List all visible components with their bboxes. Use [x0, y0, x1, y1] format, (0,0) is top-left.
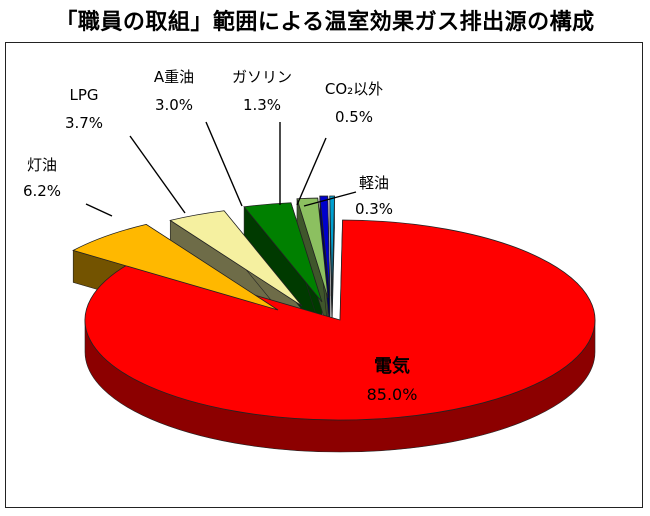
leader-line-6	[303, 191, 357, 207]
leader-line-5	[296, 137, 327, 206]
slice-label-1: 灯油	[27, 156, 57, 174]
slice-percent-4: 1.3%	[243, 96, 281, 114]
slice-percent-0: 85.0%	[367, 385, 418, 404]
slice-percent-2: 3.7%	[65, 114, 103, 132]
leader-line-2	[129, 135, 186, 214]
leader-line-3	[205, 121, 243, 207]
pie-slice-1	[72, 223, 279, 311]
leader-lines	[85, 121, 357, 217]
slice-label-2: LPG	[69, 86, 98, 104]
slice-label-4: ガソリン	[232, 68, 292, 86]
slice-label-0: 電気	[374, 355, 410, 377]
slice-label-6: 軽油	[359, 174, 389, 192]
slice-percent-6: 0.3%	[355, 200, 393, 218]
pie-slice-3	[243, 202, 323, 303]
slice-percent-3: 3.0%	[155, 96, 193, 114]
pie-tops	[72, 195, 596, 421]
slice-percent-1: 6.2%	[23, 182, 61, 200]
pie-slice-5	[319, 195, 331, 297]
slice-label-3: A重油	[154, 68, 194, 86]
chart-title: 「職員の取組」範囲による温室効果ガス排出源の構成	[55, 10, 595, 35]
leader-line-1	[85, 203, 113, 217]
pie-slice-0	[84, 219, 596, 421]
slice-labels: 電気 85.0% 灯油 6.2% LPG 3.7% A重油 3.0% ガソリン 1.3% CO₂以外…	[23, 68, 417, 404]
slice-percent-5: 0.5%	[335, 108, 373, 126]
pie-slice-2	[169, 210, 303, 307]
pie-slice-4	[296, 197, 329, 299]
pie-slice-6	[329, 195, 335, 297]
slice-label-5: CO₂以外	[325, 80, 383, 98]
